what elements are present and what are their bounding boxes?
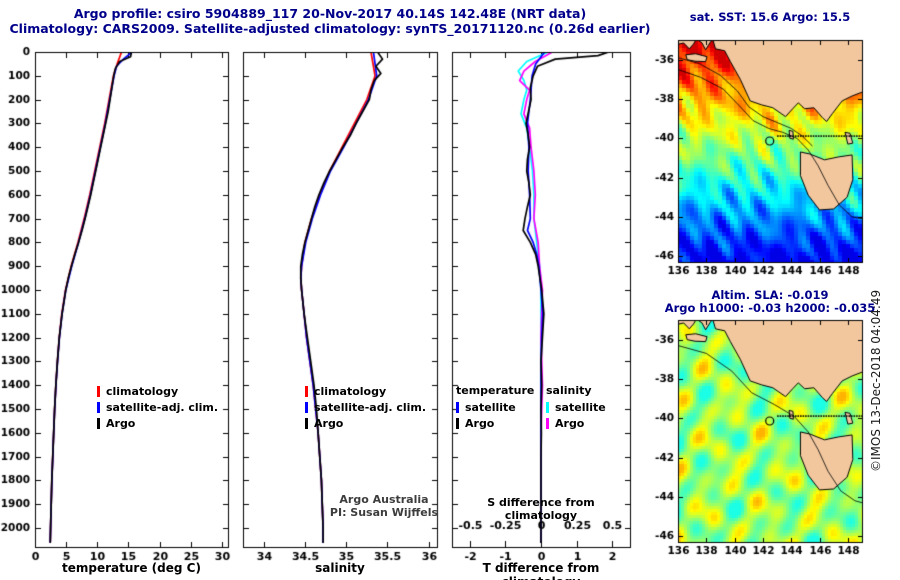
legend-item-climatology: climatology	[305, 383, 426, 399]
difference-legend-temperature-column: temperature satellite Argo	[456, 383, 534, 431]
legend-label: Argo	[106, 416, 136, 430]
sst-map-title: sat. SST: 15.6 Argo: 15.5	[689, 10, 851, 24]
climatology-line-sample	[97, 385, 100, 397]
satellite-clim-line-sample	[305, 401, 308, 413]
pi-annotation: Argo Australia PI: Susan Wijffels	[328, 493, 440, 519]
legend-item-sal-satellite: satellite	[546, 399, 606, 415]
legend-item-argo: Argo	[305, 415, 426, 431]
salinity-plot-legend: climatology satellite-adj. clim. Argo	[305, 383, 426, 431]
legend-header-salinity: salinity	[546, 384, 592, 397]
difference-legend-salinity-column: salinity satellite Argo	[546, 383, 606, 431]
climatology-line-sample	[305, 385, 308, 397]
temperature-plot-legend: climatology satellite-adj. clim. Argo	[97, 383, 218, 431]
satellite-clim-line-sample	[97, 401, 100, 413]
legend-label: satellite	[465, 400, 516, 414]
tdiff-axis-label: T difference from climatology	[482, 561, 600, 580]
sla-map-title-line1: Altim. SLA: -0.019	[711, 288, 829, 302]
legend-label: climatology	[106, 384, 179, 398]
argo-line-sample	[546, 417, 549, 429]
legend-label: Argo	[465, 416, 495, 430]
figure-title-line2: Climatology: CARS2009. Satellite-adjuste…	[9, 21, 651, 36]
legend-label: satellite	[555, 400, 606, 414]
salinity-axis-label: salinity	[315, 561, 365, 575]
argo-line-sample	[97, 417, 100, 429]
legend-label: Argo	[555, 416, 585, 430]
sla-map-title-line2: Argo h1000: -0.03 h2000: -0.035	[664, 301, 876, 315]
sdiff-axis-label: S difference from climatology	[487, 496, 595, 522]
copyright-watermark: ©IMOS 13-Dec-2018 04:04:49	[869, 289, 883, 472]
legend-item-climatology: climatology	[97, 383, 218, 399]
legend-header-temperature: temperature	[456, 384, 535, 397]
legend-item-satellite-clim: satellite-adj. clim.	[305, 399, 426, 415]
argo-line-sample	[456, 417, 459, 429]
legend-item-temp-satellite: satellite	[456, 399, 534, 415]
annotation-line2: PI: Susan Wijffels	[329, 506, 439, 519]
temperature-axis-label: temperature (deg C)	[62, 561, 201, 575]
legend-item-temp-argo: Argo	[456, 415, 534, 431]
figure-title-line1: Argo profile: csiro 5904889_117 20-Nov-2…	[73, 6, 587, 21]
annotation-line1: Argo Australia	[339, 493, 429, 506]
argo-line-sample	[305, 417, 308, 429]
legend-item-sal-argo: Argo	[546, 415, 606, 431]
legend-item-satellite-clim: satellite-adj. clim.	[97, 399, 218, 415]
legend-label: Argo	[314, 416, 344, 430]
legend-label: satellite-adj. clim.	[314, 400, 427, 414]
satellite-line-sample	[456, 401, 459, 413]
legend-label: satellite-adj. clim.	[106, 400, 219, 414]
satellite-line-sample	[546, 401, 549, 413]
legend-label: climatology	[314, 384, 387, 398]
legend-item-argo: Argo	[97, 415, 218, 431]
